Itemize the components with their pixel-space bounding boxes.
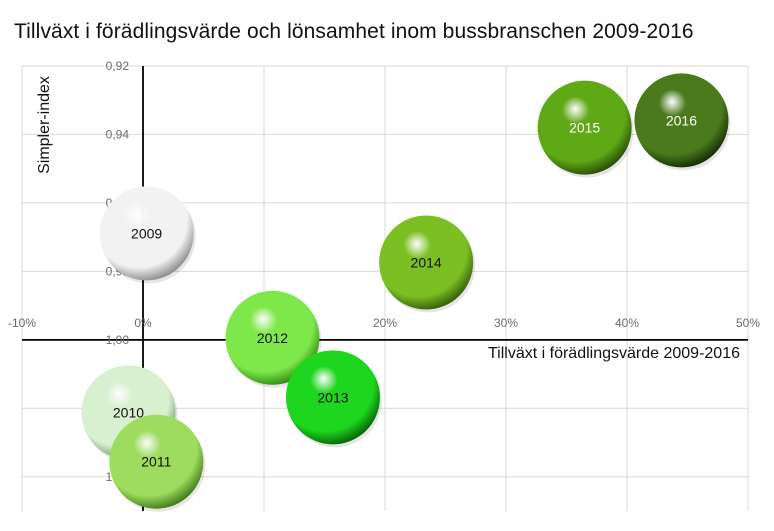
- y-axis-title: Simpler-index: [36, 76, 53, 174]
- x-tick-label: -10%: [8, 316, 36, 330]
- bubble-2014[interactable]: 2014: [379, 215, 476, 313]
- bubble-2016[interactable]: 2016: [634, 73, 731, 171]
- bubble-label: 2011: [141, 454, 171, 470]
- bubble-mark[interactable]: [99, 186, 194, 281]
- x-axis-title: Tillväxt i förädlingsvärde 2009-2016: [488, 345, 740, 362]
- bubble-layer: 2009 2010 2011 2012 2013 2014 2015 2016: [81, 73, 731, 512]
- x-tick-label: 30%: [494, 316, 518, 330]
- bubble-2013[interactable]: 2013: [285, 350, 382, 448]
- bubble-2011[interactable]: 2011: [109, 414, 206, 512]
- bubble-mark[interactable]: [379, 215, 474, 310]
- y-tick-label: 1,00: [106, 333, 130, 347]
- bubble-label: 2014: [411, 254, 442, 270]
- chart-title: Tillväxt i förädlingsvärde och lönsamhet…: [14, 20, 694, 43]
- bubble-mark[interactable]: [634, 73, 729, 168]
- bubble-mark[interactable]: [537, 80, 632, 175]
- bubble-label: 2015: [569, 120, 600, 136]
- x-tick-label: 20%: [373, 316, 397, 330]
- x-tick-label: 50%: [736, 316, 760, 330]
- bubble-label: 2009: [131, 225, 162, 241]
- y-tick-label: 0,92: [106, 59, 130, 73]
- bubble-mark[interactable]: [285, 350, 380, 445]
- bubble-2009[interactable]: 2009: [99, 186, 196, 284]
- x-tick-label: 40%: [615, 316, 639, 330]
- bubble-label: 2013: [317, 389, 348, 405]
- bubble-mark[interactable]: [109, 414, 204, 509]
- bubble-mark[interactable]: [225, 290, 320, 385]
- y-tick-label: 0,94: [106, 127, 130, 141]
- bubble-2012[interactable]: 2012: [225, 290, 322, 388]
- bubble-label: 2010: [113, 404, 144, 420]
- bubble-2015[interactable]: 2015: [537, 80, 634, 178]
- bubble-label: 2012: [257, 330, 288, 346]
- x-tick-label: 0%: [134, 316, 152, 330]
- bubble-label: 2016: [666, 112, 697, 128]
